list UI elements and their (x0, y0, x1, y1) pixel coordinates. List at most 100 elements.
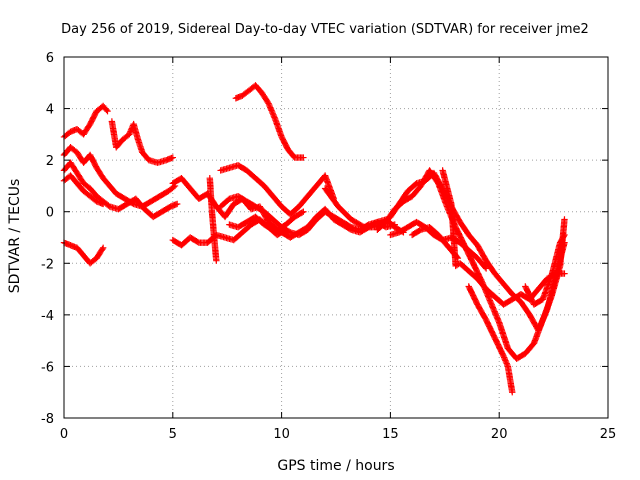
x-axis-label: GPS time / hours (277, 458, 394, 474)
data-point-trail (536, 276, 550, 292)
data-point-trail (523, 341, 537, 356)
data-point (99, 200, 107, 208)
data-series (206, 174, 220, 264)
data-point-trail (487, 300, 502, 325)
data-point (213, 257, 220, 264)
data-point (561, 270, 568, 277)
data-point-trail (466, 248, 480, 261)
data-point-trail (336, 204, 354, 222)
data-point-trail (206, 176, 216, 214)
data-point-trail (288, 229, 301, 240)
data-point-trail (349, 217, 367, 230)
data-point-trail (116, 201, 130, 212)
data-point-trail (285, 147, 297, 160)
y-tick-label: 2 (46, 154, 54, 169)
data-point-trail (87, 186, 99, 199)
data-point-trail (231, 230, 245, 243)
data-point-trail (540, 274, 555, 302)
data-point-trail (87, 109, 100, 126)
y-tick-label: 6 (46, 51, 54, 66)
data-point-trail (114, 137, 125, 150)
data-point (482, 265, 490, 272)
data-point-trail (296, 194, 310, 209)
data-point-trail (259, 91, 271, 106)
data-series (217, 162, 338, 218)
data-point-trail (81, 122, 93, 137)
data-point-trail (448, 202, 459, 268)
y-tick-label: 0 (46, 206, 54, 221)
data-series (465, 283, 516, 396)
data-point-trail (68, 160, 80, 175)
data-point-trail (457, 261, 471, 274)
data-point-trail (166, 183, 177, 194)
plot-frame (63, 56, 609, 419)
data-point-trail (442, 240, 454, 253)
data-point-trail (222, 202, 237, 219)
data-point-trail (107, 183, 119, 196)
data-point-trail (410, 227, 423, 238)
data-point-trail (270, 217, 284, 230)
y-axis-label: SDTVAR / TECUs (7, 179, 23, 294)
x-tick-label: 0 (60, 427, 68, 442)
data-point-trail (236, 219, 249, 230)
data-point-trail (265, 101, 278, 121)
data-point-trail (87, 153, 100, 170)
data-point-trail (157, 188, 171, 199)
data-point-trail (496, 320, 511, 351)
data-point-trail (88, 194, 99, 204)
data-point-trail (74, 171, 86, 186)
data-point-trail (501, 354, 511, 369)
data-point (99, 244, 107, 252)
data-point-trail (322, 186, 341, 209)
data-point (126, 131, 133, 138)
x-tick-label: 25 (600, 427, 617, 442)
data-point-trail (262, 222, 275, 233)
data-point-trail (475, 302, 489, 322)
data-point-trail (179, 176, 193, 191)
data-point-trail (279, 135, 291, 152)
x-tick-label: 10 (273, 427, 290, 442)
data-point-trail (297, 224, 310, 235)
data-point-trail (522, 284, 537, 307)
data-point-trail (484, 286, 497, 299)
data-point-trail (548, 240, 563, 278)
y-tick-label: -8 (41, 412, 54, 427)
data-point-trail (409, 183, 424, 199)
data-marks (60, 82, 568, 396)
data-point-trail (501, 281, 515, 297)
data-point-trail (283, 214, 297, 227)
data-point-trail (114, 191, 127, 202)
data-point-trail (100, 176, 112, 188)
data-series (60, 172, 107, 208)
data-point-trail (475, 276, 489, 292)
data-point-trail (101, 104, 110, 114)
y-tick-label: -6 (41, 360, 54, 375)
data-point-trail (466, 284, 480, 307)
axis-ticks: 0 5 10 15 20 25 -8 -6 -4 -2 0 2 4 6 (41, 51, 616, 442)
data-point-trail (240, 88, 251, 98)
data-point-trail (253, 83, 265, 96)
data-point-trail (540, 295, 555, 322)
data-point-trail (151, 209, 164, 220)
data-point-trail (436, 232, 448, 245)
data-point-trail (74, 181, 86, 194)
data-series (374, 167, 568, 362)
data-point-trail (270, 194, 284, 209)
data-point-trail (188, 235, 201, 246)
data-point (300, 208, 307, 215)
data-series (60, 159, 181, 221)
data-point-trail (397, 224, 410, 235)
data-point-trail (81, 181, 92, 191)
data-point-trail (383, 207, 398, 225)
data-point-trail (492, 336, 507, 358)
data-point-trail (149, 193, 162, 204)
data-point (169, 154, 176, 161)
data-point-trail (504, 364, 513, 382)
x-tick-label: 20 (491, 427, 508, 442)
data-point-trail (236, 193, 249, 204)
data-point-trail (466, 268, 480, 281)
data-point-trail (457, 220, 472, 237)
data-point-trail (208, 209, 218, 240)
grid-lines (64, 57, 608, 418)
data-point-trail (244, 168, 258, 181)
